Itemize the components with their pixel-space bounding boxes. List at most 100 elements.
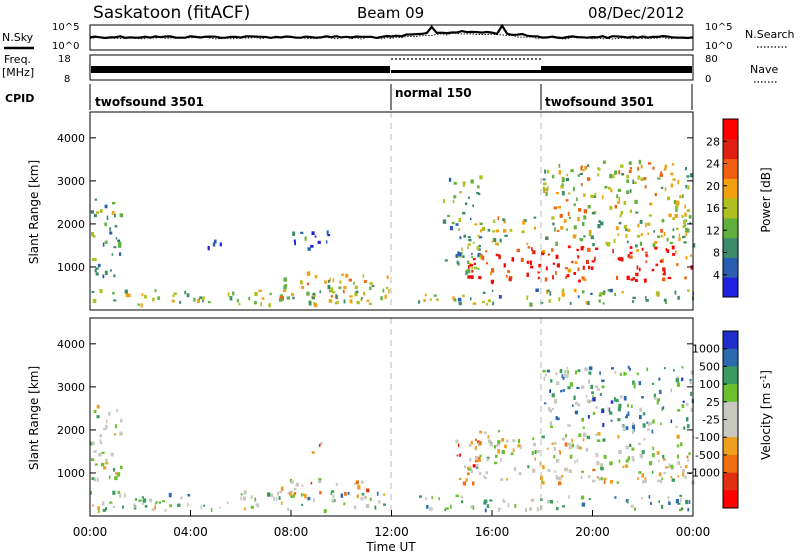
heatmap-cell [142,498,147,503]
heatmap-cell [675,250,677,254]
heatmap-cell [504,444,507,449]
heatmap-cell [613,238,616,244]
heatmap-cell [310,481,313,485]
heatmap-cell [319,491,322,495]
velocity-y-axis: 1000 2000 3000 4000 [57,338,693,480]
heatmap-cell [497,440,501,445]
heatmap-cell [639,241,642,246]
heatmap-cell [520,257,524,262]
heatmap-cell [300,231,304,234]
heatmap-cell [333,499,336,502]
heatmap-cell [467,260,470,264]
heatmap-cell [588,475,591,478]
x-tick-label: 20:00 [575,525,610,539]
heatmap-cell [628,161,632,165]
freq-trace-segment-3 [541,66,692,73]
heatmap-cell [157,296,160,300]
heatmap-cell [269,292,272,296]
heatmap-cell [595,406,598,409]
heatmap-cell [569,382,574,387]
heatmap-cell [378,500,381,504]
heatmap-cell [380,296,383,301]
heatmap-cell [641,473,644,478]
heatmap-cell [464,202,468,205]
y-tick-label: 3000 [57,381,85,394]
heatmap-cell [477,234,480,238]
heatmap-cell [105,458,108,464]
heatmap-cell [676,382,680,387]
heatmap-cell [558,476,562,481]
heatmap-cell [684,212,687,217]
heatmap-cell [493,445,496,449]
heatmap-cell [564,467,568,472]
heatmap-cell [599,477,603,481]
heatmap-cell [495,229,500,233]
heatmap-cell [104,240,108,244]
heatmap-cell [590,194,594,198]
heatmap-cell [459,453,461,457]
heatmap-cell [555,271,557,275]
heatmap-cell [491,268,495,273]
heatmap-cell [577,255,580,259]
heatmap-cell [462,255,465,258]
heatmap-cell [660,229,663,233]
heatmap-cell [580,183,583,187]
heatmap-cell [526,242,529,246]
heatmap-cell [151,508,155,511]
heatmap-cell [618,459,621,463]
heatmap-cell [648,495,651,499]
heatmap-cell [318,443,321,447]
heatmap-cell [476,466,478,470]
heatmap-cell [578,279,581,283]
heatmap-cell [514,503,517,508]
heatmap-cell [502,498,505,502]
heatmap-cell [475,438,477,442]
heatmap-cell [455,254,458,258]
x-tick-label: 08:00 [274,525,309,539]
heatmap-cell [343,299,346,304]
heatmap-cell [531,247,533,251]
heatmap-cell [201,296,205,300]
heatmap-cell [616,201,621,204]
colorbar-tick-label: 100 [699,378,720,391]
heatmap-cell [318,478,322,481]
heatmap-cell [596,388,600,391]
heatmap-cell [453,195,457,199]
heatmap-cell [155,500,158,505]
colorbar-swatch [723,419,738,438]
heatmap-cell [555,241,558,246]
heatmap-cell [556,417,560,421]
heatmap-cell [626,190,630,194]
heatmap-cell [586,399,590,403]
heatmap-cell [199,296,202,300]
colorbar-swatch [723,138,738,160]
heatmap-cell [472,204,474,208]
heatmap-cell [537,276,540,280]
heatmap-cell [672,235,675,239]
colorbar-swatch [723,198,738,219]
heatmap-cell [546,186,549,191]
heatmap-cell [657,235,661,239]
heatmap-cell [614,370,617,374]
heatmap-cell [659,389,662,395]
heatmap-cell [180,496,183,500]
power-colorbar: 4 8 12 16 20 24 28 [706,118,739,298]
heatmap-cell [458,255,462,258]
heatmap-cell [620,210,623,215]
colorbar-swatch [723,331,738,350]
heatmap-cell [356,301,360,305]
heatmap-cell [554,470,557,473]
heatmap-cell [306,282,310,286]
heatmap-cell [458,228,460,231]
heatmap-cell [212,242,216,247]
heatmap-cell [647,232,650,235]
heatmap-cell [468,239,472,242]
heatmap-cell [627,403,629,408]
heatmap-cell [291,293,294,296]
heatmap-cell [293,239,296,243]
heatmap-cell [122,505,124,509]
heatmap-cell [374,505,377,510]
heatmap-cell [114,224,118,228]
heatmap-cell [173,292,177,295]
heatmap-cell [283,289,287,293]
